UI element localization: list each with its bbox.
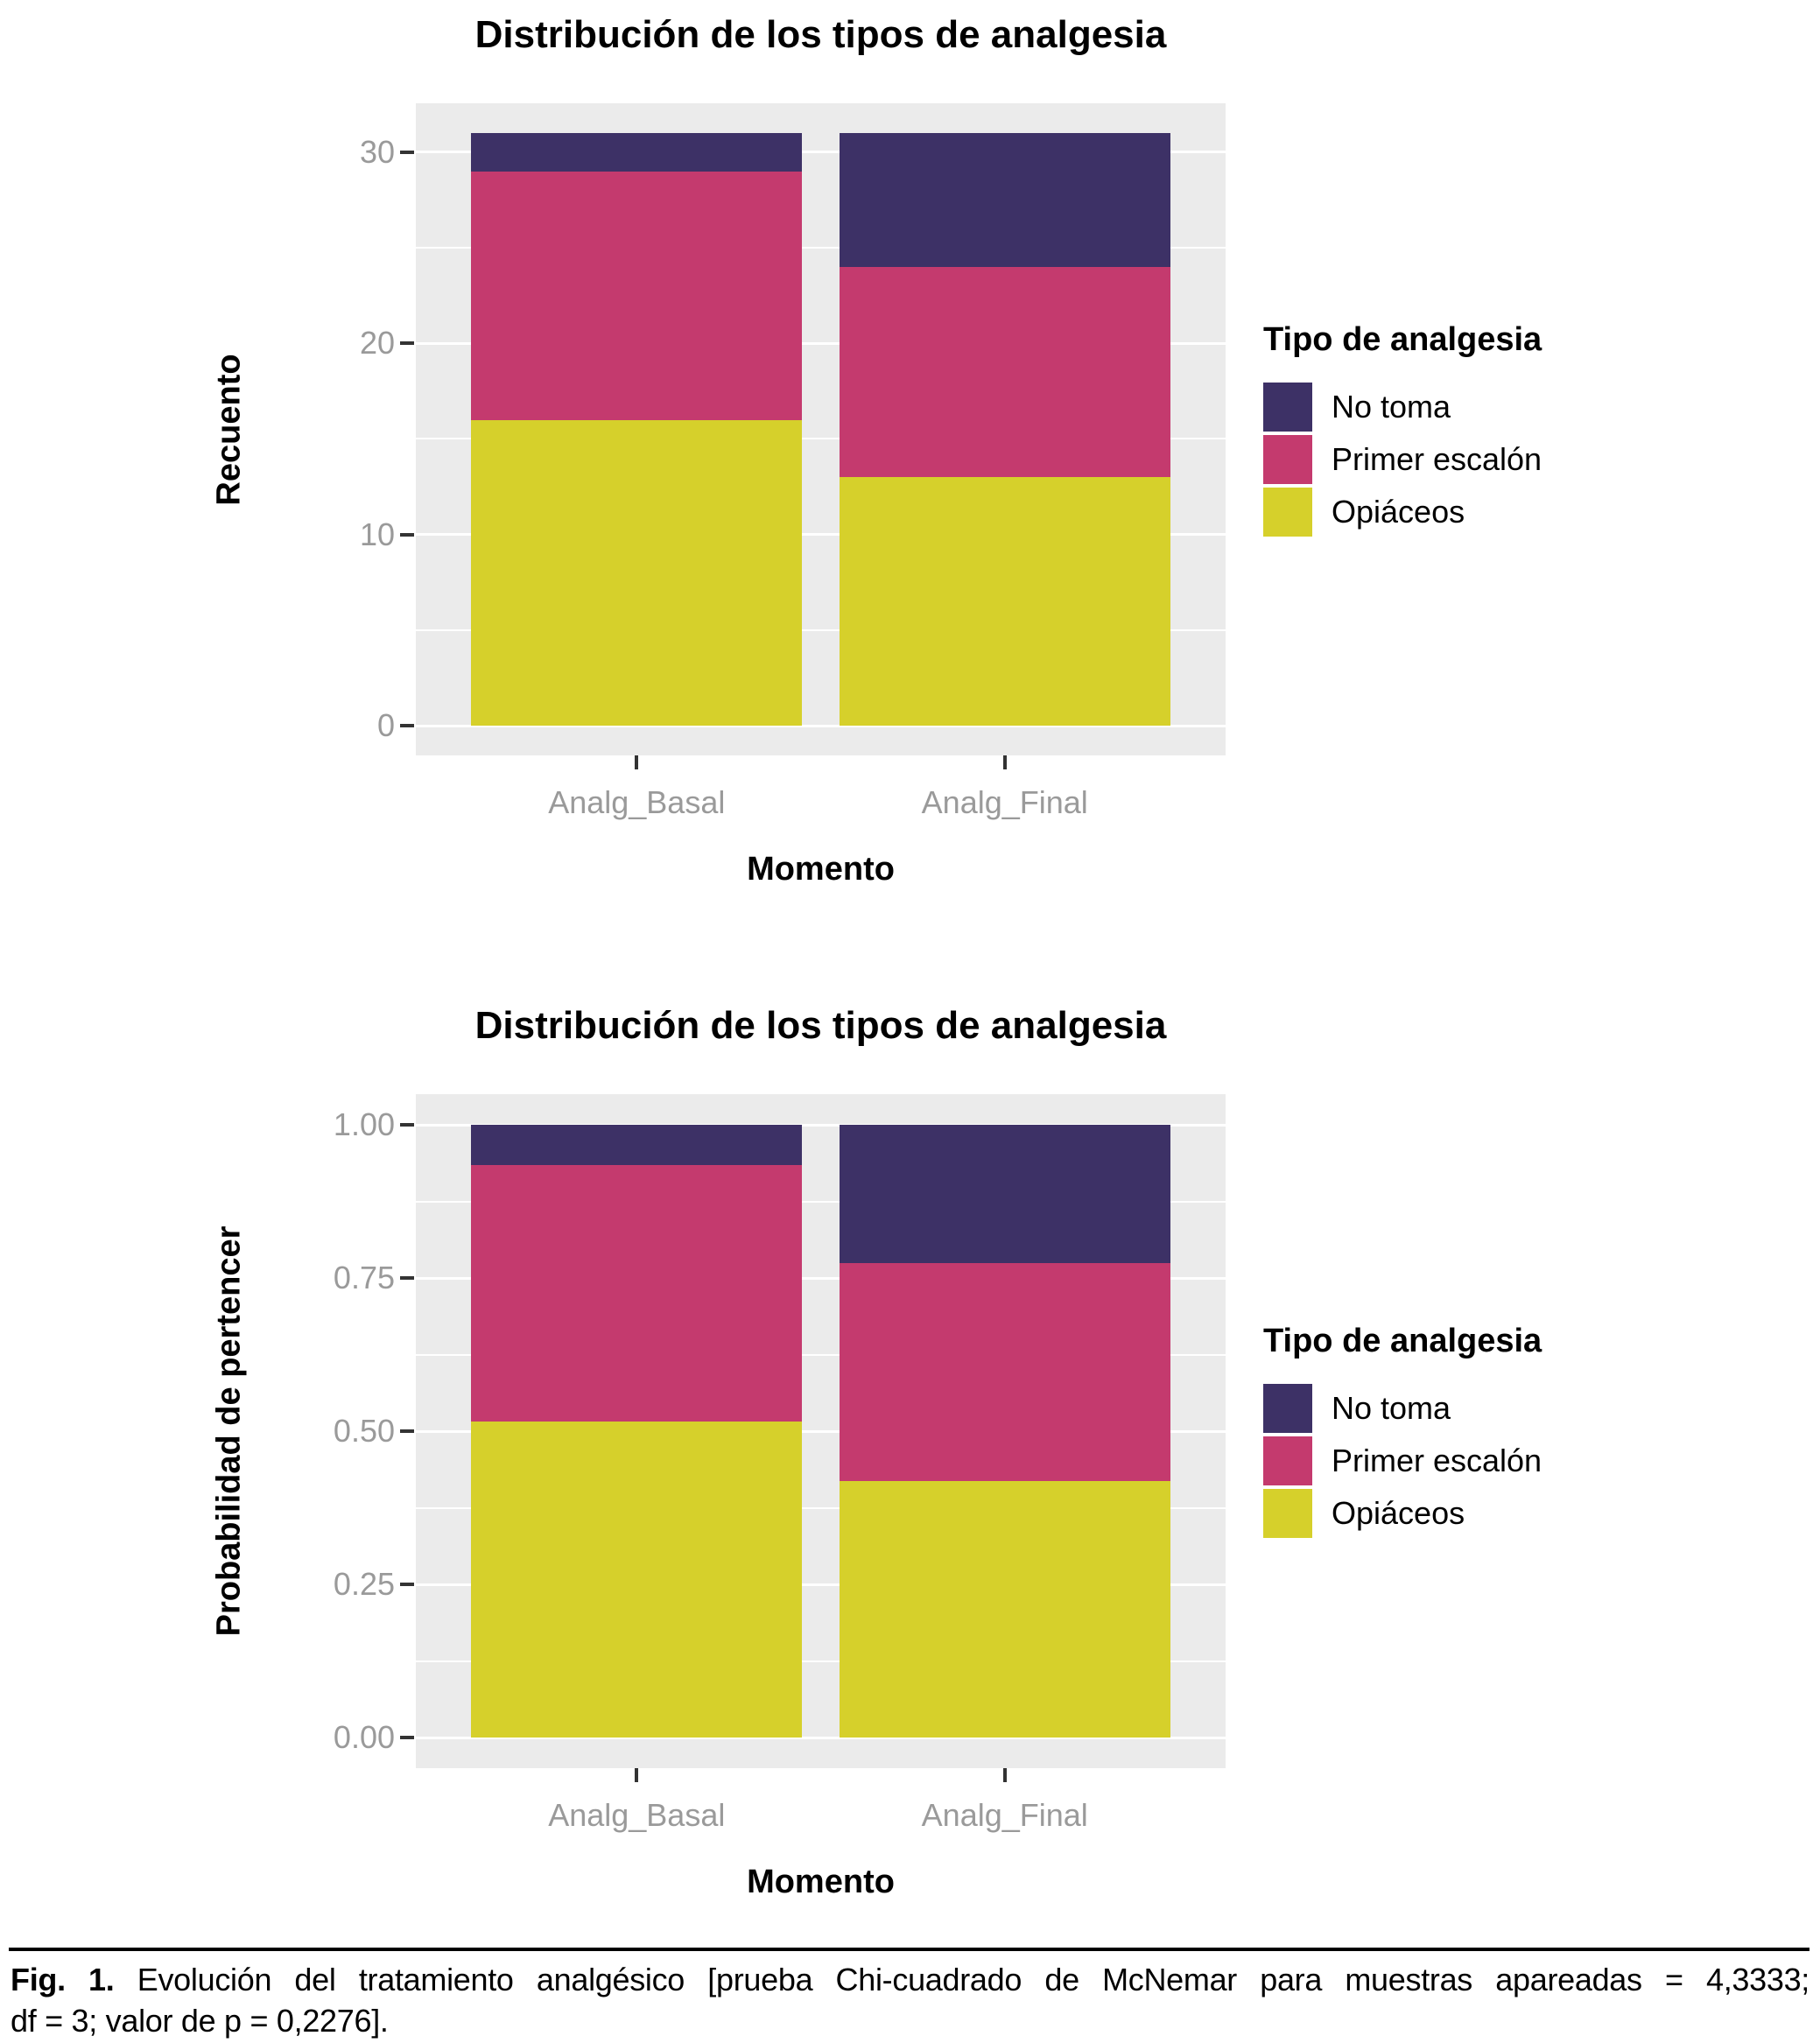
legend-item-label: Primer escalón	[1332, 1443, 1542, 1478]
bar-segment-no_toma	[839, 132, 1170, 267]
legend-item: No toma	[1263, 1384, 1542, 1433]
y-axis-tick	[400, 1276, 414, 1280]
legend-item-label: No toma	[1332, 388, 1451, 425]
legend-title: Tipo de analgesia	[1263, 320, 1542, 358]
y-axis-tick	[400, 150, 414, 154]
legend-key-primer_escalon	[1263, 1436, 1312, 1485]
gridline-major	[416, 724, 1226, 727]
legend-title: Tipo de analgesia	[1263, 1323, 1542, 1359]
legend-key-primer_escalon	[1263, 434, 1312, 484]
bar-segment-opiaceos	[839, 477, 1170, 727]
legend-item-label: Opiáceos	[1332, 493, 1465, 530]
gridline-minor	[416, 1353, 1226, 1356]
x-axis-title: Momento	[747, 851, 895, 888]
legend-item: Primer escalón	[1263, 1436, 1542, 1485]
y-axis-tick	[400, 1736, 414, 1739]
bar-segment-primer_escalon	[839, 1263, 1170, 1481]
bar-segment-no_toma	[471, 132, 803, 172]
legend-item: Primer escalón	[1263, 434, 1542, 484]
gridline-major	[416, 1429, 1226, 1433]
y-tick-label: 20	[359, 325, 395, 362]
gridline-major	[416, 533, 1226, 537]
bar-segment-primer_escalon	[471, 171, 803, 420]
gridline-major	[416, 151, 1226, 154]
legend-item: Opiáceos	[1263, 487, 1542, 537]
y-tick-label: 0.50	[333, 1413, 395, 1449]
x-axis-title: Momento	[747, 1864, 895, 1900]
gridline-major	[416, 1123, 1226, 1127]
y-tick-label: 0	[376, 707, 395, 744]
legend-item: No toma	[1263, 382, 1542, 432]
y-tick-label: 0.00	[333, 1719, 395, 1755]
legend-item: Opiáceos	[1263, 1489, 1542, 1538]
gridline-major	[416, 1736, 1226, 1739]
bar-segment-primer_escalon	[471, 1164, 803, 1422]
gridline-major	[416, 1276, 1226, 1280]
x-tick-label: Analg_Final	[921, 784, 1088, 820]
caption-divider	[9, 1948, 1809, 1951]
x-axis-tick	[635, 755, 639, 769]
bar-segment-opiaceos	[839, 1480, 1170, 1738]
y-axis-title: Probabilidad de pertencer	[210, 1225, 248, 1637]
y-axis-title: Recuento	[210, 353, 248, 506]
gridline-minor	[416, 628, 1226, 631]
y-tick-label: 1.00	[333, 1106, 395, 1142]
legend-item-label: Primer escalón	[1332, 440, 1542, 477]
chart-title: Distribución de los tipos de analgesia	[474, 1004, 1167, 1047]
legend-key-opiaceos	[1263, 1489, 1312, 1538]
legend: Tipo de analgesia No toma Primer escalón Op…	[1263, 319, 1542, 540]
legend-key-no_toma	[1263, 382, 1312, 432]
x-tick-label: Analg_Final	[921, 1797, 1088, 1833]
bar-segment-no_toma	[471, 1125, 803, 1165]
bar-segment-opiaceos	[471, 1421, 803, 1738]
bar-segment-primer_escalon	[839, 266, 1170, 478]
plot-panel	[416, 1094, 1226, 1768]
gridline-minor	[416, 246, 1226, 249]
gridline-minor	[416, 1660, 1226, 1662]
chart-title: Distribución de los tipos de analgesia	[474, 13, 1167, 56]
y-axis-tick	[400, 1123, 414, 1127]
y-axis-tick	[400, 341, 414, 346]
x-tick-label: Analg_Basal	[548, 784, 726, 820]
y-tick-label: 30	[359, 133, 395, 170]
gridline-minor	[416, 438, 1226, 440]
y-tick-label: 10	[359, 516, 395, 552]
caption-line-1: Fig. 1. Evolución del tratamiento analgé…	[11, 1959, 1809, 2000]
y-tick-label: 0.75	[333, 1260, 395, 1295]
y-axis-tick	[400, 532, 414, 537]
caption-line-2: df = 3; valor de p = 0,2276].	[11, 2003, 389, 2039]
bar-segment-no_toma	[839, 1125, 1170, 1264]
gridline-minor	[416, 1200, 1226, 1203]
y-tick-label: 0.25	[333, 1566, 395, 1602]
plot-panel	[416, 103, 1226, 755]
figure-caption: Fig. 1. Evolución del tratamiento analgé…	[11, 1959, 1809, 2041]
caption-text: Evolución del tratamiento analgésico [pr…	[137, 1962, 1810, 1997]
x-axis-tick	[1002, 1768, 1007, 1782]
legend-item-label: Opiáceos	[1332, 1495, 1465, 1531]
gridline-minor	[416, 1506, 1226, 1509]
y-axis-tick	[400, 1429, 414, 1433]
gridline-major	[416, 341, 1226, 345]
x-axis-tick	[635, 1768, 639, 1782]
legend-key-no_toma	[1263, 1384, 1312, 1433]
x-axis-tick	[1002, 755, 1007, 769]
y-axis-tick	[400, 724, 414, 728]
bar-segment-opiaceos	[471, 419, 803, 727]
y-axis-tick	[400, 1583, 414, 1586]
x-tick-label: Analg_Basal	[548, 1797, 726, 1833]
legend: Tipo de analgesia No toma Primer escalón Op…	[1263, 1321, 1542, 1541]
legend-item-label: No toma	[1332, 1390, 1451, 1426]
caption-figure-label: Fig. 1.	[11, 1962, 115, 1997]
gridline-major	[416, 1583, 1226, 1586]
legend-key-opiaceos	[1263, 487, 1312, 537]
